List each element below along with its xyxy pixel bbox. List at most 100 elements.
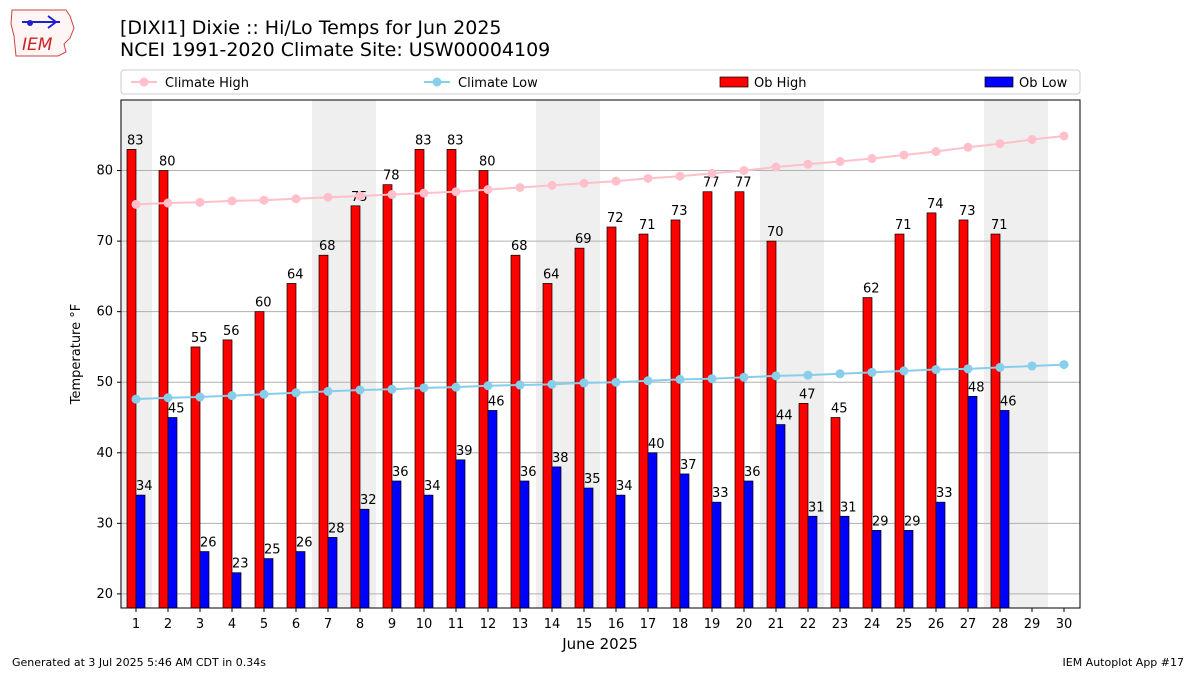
climate-low-point-day-12 — [483, 381, 493, 391]
bar-label-high-day-9: 78 — [383, 169, 400, 184]
bar-label-high-day-6: 64 — [287, 267, 304, 282]
y-tick-label-40: 40 — [96, 446, 113, 461]
bar-label-high-day-21: 70 — [767, 225, 784, 240]
bar-label-high-day-16: 72 — [607, 211, 624, 226]
climate-low-point-day-1 — [131, 394, 141, 404]
x-tick-label-11: 11 — [448, 617, 465, 632]
bar-low-day-14 — [551, 466, 562, 609]
bar-label-low-day-28: 46 — [1000, 394, 1017, 409]
bar-label-low-day-13: 36 — [520, 465, 537, 480]
bar-high-day-27 — [958, 219, 969, 609]
climate-high-point-day-24 — [867, 154, 877, 164]
bar-high-day-25 — [894, 233, 905, 609]
climate-high-point-day-9 — [387, 190, 397, 200]
bar-labels: 8334804555265623602564266828753278368334… — [127, 133, 1017, 571]
climate-high-line — [135, 134, 1065, 206]
y-tick-label-60: 60 — [96, 305, 113, 320]
bar-label-high-day-23: 45 — [831, 402, 848, 417]
climate-low-point-day-25 — [899, 366, 909, 376]
climate-low-point-day-27 — [963, 364, 973, 374]
x-tick-label-25: 25 — [896, 617, 913, 632]
legend-marker-climate-high — [139, 77, 149, 87]
bar-high-day-4 — [222, 339, 233, 609]
bar-label-high-day-4: 56 — [223, 324, 240, 339]
bar-label-high-day-22: 47 — [799, 387, 816, 402]
x-tick-label-3: 3 — [196, 617, 204, 632]
climate-high-point-day-7 — [323, 192, 333, 202]
bar-label-low-day-6: 26 — [296, 536, 313, 551]
bar-label-low-day-15: 35 — [584, 472, 601, 487]
bar-low-day-27 — [967, 395, 978, 609]
bar-label-low-day-7: 28 — [328, 521, 345, 536]
svg-text:IEM: IEM — [22, 35, 53, 55]
climate-high-point-day-17 — [643, 173, 653, 183]
climate-low-point-day-19 — [707, 374, 717, 384]
legend: Climate High Climate Low Ob High Ob Low — [120, 69, 1081, 95]
x-tick-label-19: 19 — [704, 617, 721, 632]
x-tick-label-13: 13 — [512, 617, 529, 632]
bar-high-day-1 — [126, 149, 137, 609]
climate-low-point-day-28 — [995, 362, 1005, 372]
bar-low-day-19 — [711, 501, 722, 609]
bar-low-day-1 — [135, 494, 146, 609]
bar-label-low-day-4: 23 — [232, 557, 249, 572]
y-tick-label-80: 80 — [96, 164, 113, 179]
bar-label-low-day-21: 44 — [776, 409, 793, 424]
title-line-2: NCEI 1991-2020 Climate Site: USW00004109 — [120, 39, 551, 61]
bar-low-day-9 — [391, 480, 402, 609]
climate-low-point-day-6 — [291, 388, 301, 398]
bar-low-day-5 — [263, 558, 274, 609]
climate-low-point-day-29 — [1027, 361, 1037, 371]
climate-high-point-day-18 — [675, 171, 685, 181]
bar-low-day-3 — [199, 551, 210, 609]
bar-label-low-day-8: 32 — [360, 493, 377, 508]
climate-high-point-day-5 — [259, 195, 269, 205]
bar-label-high-day-14: 64 — [543, 267, 560, 282]
x-tick-label-14: 14 — [544, 617, 561, 632]
climate-high-point-day-26 — [931, 147, 941, 157]
climate-high-point-day-3 — [195, 197, 205, 207]
x-tick-label-22: 22 — [800, 617, 817, 632]
bar-low-day-10 — [423, 494, 434, 609]
bar-high-day-20 — [734, 191, 745, 609]
shaded-day-29 — [1016, 100, 1048, 608]
climate-low-line — [135, 363, 1065, 401]
climate-high-point-day-19 — [707, 168, 717, 178]
climate-high-point-day-14 — [547, 180, 557, 190]
bar-label-high-day-12: 80 — [479, 155, 496, 170]
bar-label-high-day-11: 83 — [447, 133, 464, 148]
x-tick-label-23: 23 — [832, 617, 849, 632]
bar-high-day-2 — [158, 170, 169, 609]
legend-box — [120, 69, 1081, 95]
bar-label-low-day-9: 36 — [392, 465, 409, 480]
bar-label-low-day-24: 29 — [872, 514, 889, 529]
x-tick-label-26: 26 — [928, 617, 945, 632]
bar-low-day-17 — [647, 452, 658, 609]
bar-low-day-15 — [583, 487, 594, 609]
x-tick-label-17: 17 — [640, 617, 657, 632]
bar-low-day-4 — [231, 572, 242, 609]
x-tick-label-2: 2 — [164, 617, 172, 632]
iem-logo-icon: IEM — [10, 9, 75, 57]
bar-low-day-26 — [935, 501, 946, 609]
iem-logo: IEM — [8, 6, 80, 62]
x-tick-label-21: 21 — [768, 617, 785, 632]
climate-high-point-day-20 — [739, 166, 749, 176]
x-tick-label-29: 29 — [1024, 617, 1041, 632]
bar-high-day-13 — [510, 254, 521, 609]
bar-high-day-7 — [318, 254, 329, 609]
bar-low-day-8 — [359, 508, 370, 609]
bar-high-day-10 — [414, 149, 425, 609]
climate-low-point-day-26 — [931, 365, 941, 375]
grid-lines — [121, 170, 1080, 595]
title-line-1: [DIXI1] Dixie :: Hi/Lo Temps for Jun 202… — [120, 17, 502, 39]
climate-high-point-day-22 — [803, 159, 813, 169]
footer-generated: Generated at 3 Jul 2025 5:46 AM CDT in 0… — [12, 656, 266, 669]
y-tick-label-30: 30 — [96, 516, 113, 531]
bar-label-low-day-19: 33 — [712, 486, 729, 501]
bar-high-day-24 — [862, 297, 873, 609]
climate-high-point-day-21 — [771, 162, 781, 172]
bar-label-low-day-14: 38 — [552, 451, 569, 466]
climate-low-point-day-22 — [803, 370, 813, 380]
